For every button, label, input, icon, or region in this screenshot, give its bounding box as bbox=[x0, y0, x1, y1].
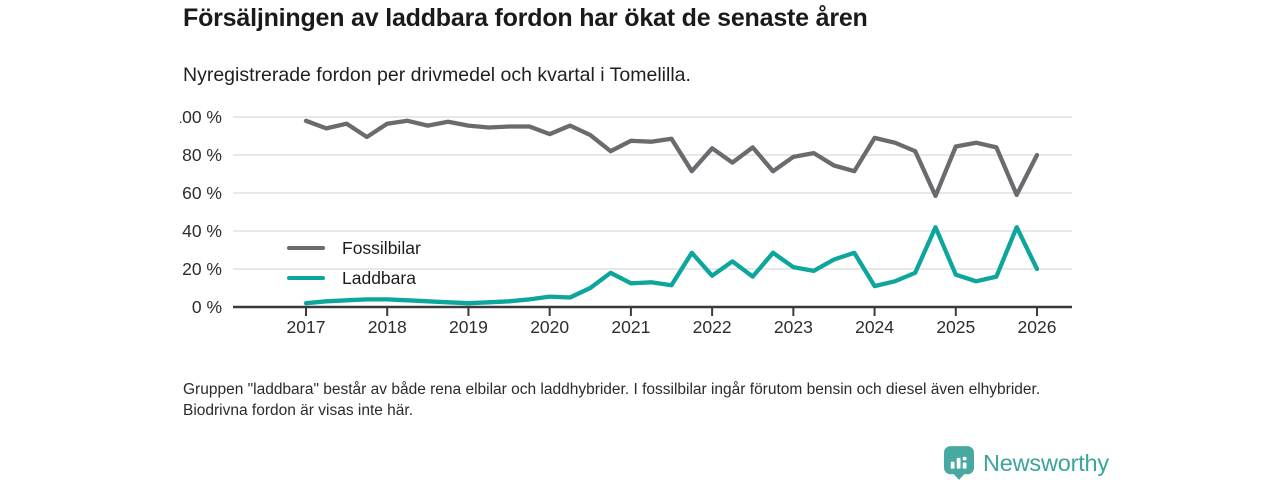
y-tick-label: 0 % bbox=[192, 297, 222, 317]
chart-canvas: 0 % 20 % 40 % 60 % 80 % 100 % 2017 2018 2019 2020… bbox=[172, 107, 1072, 337]
x-tick-label: 2018 bbox=[368, 317, 407, 337]
legend-item-laddbara: Laddbara bbox=[287, 267, 421, 289]
fossilbilar-line-swatch bbox=[287, 245, 325, 251]
x-tick-label: 2017 bbox=[287, 317, 326, 337]
y-tick-label: 100 % bbox=[180, 107, 222, 127]
chart-footnote: Gruppen "laddbara" består av både rena e… bbox=[183, 381, 1041, 420]
chart-subtitle: Nyregistrerade fordon per drivmedel och … bbox=[183, 64, 691, 86]
newsworthy-logo-text: Newsworthy bbox=[983, 449, 1109, 476]
x-tick-label: 2019 bbox=[449, 317, 488, 337]
page-title: Försäljningen av laddbara fordon har öka… bbox=[183, 4, 868, 32]
y-tick-label: 60 % bbox=[182, 183, 222, 203]
x-tick-label: 2022 bbox=[693, 317, 732, 337]
x-tick-label: 2021 bbox=[611, 317, 650, 337]
fossilbilar-line bbox=[303, 118, 1040, 199]
line-chart: 0 % 20 % 40 % 60 % 80 % 100 % 2017 2018 2019 2020… bbox=[172, 100, 1080, 345]
x-tick-label: 2024 bbox=[855, 317, 894, 337]
legend-label-fossilbilar: Fossilbilar bbox=[342, 237, 421, 258]
laddbara-line bbox=[303, 225, 1040, 306]
x-tick-label: 2020 bbox=[530, 317, 569, 337]
x-tick-label: 2023 bbox=[774, 317, 813, 337]
newsworthy-logo: Newsworthy bbox=[944, 446, 1109, 480]
legend-label-laddbara: Laddbara bbox=[342, 267, 416, 288]
newsworthy-badge-bar-chart-icon bbox=[944, 446, 974, 480]
y-tick-label: 20 % bbox=[182, 259, 222, 279]
x-tick-label: 2025 bbox=[936, 317, 975, 337]
chart-legend: Fossilbilar Laddbara bbox=[287, 237, 421, 289]
laddbara-line-swatch bbox=[287, 275, 325, 281]
x-tick-label: 2026 bbox=[1018, 317, 1057, 337]
y-tick-label: 80 % bbox=[182, 145, 222, 165]
y-tick-label: 40 % bbox=[182, 221, 222, 241]
legend-item-fossilbilar: Fossilbilar bbox=[287, 237, 421, 259]
